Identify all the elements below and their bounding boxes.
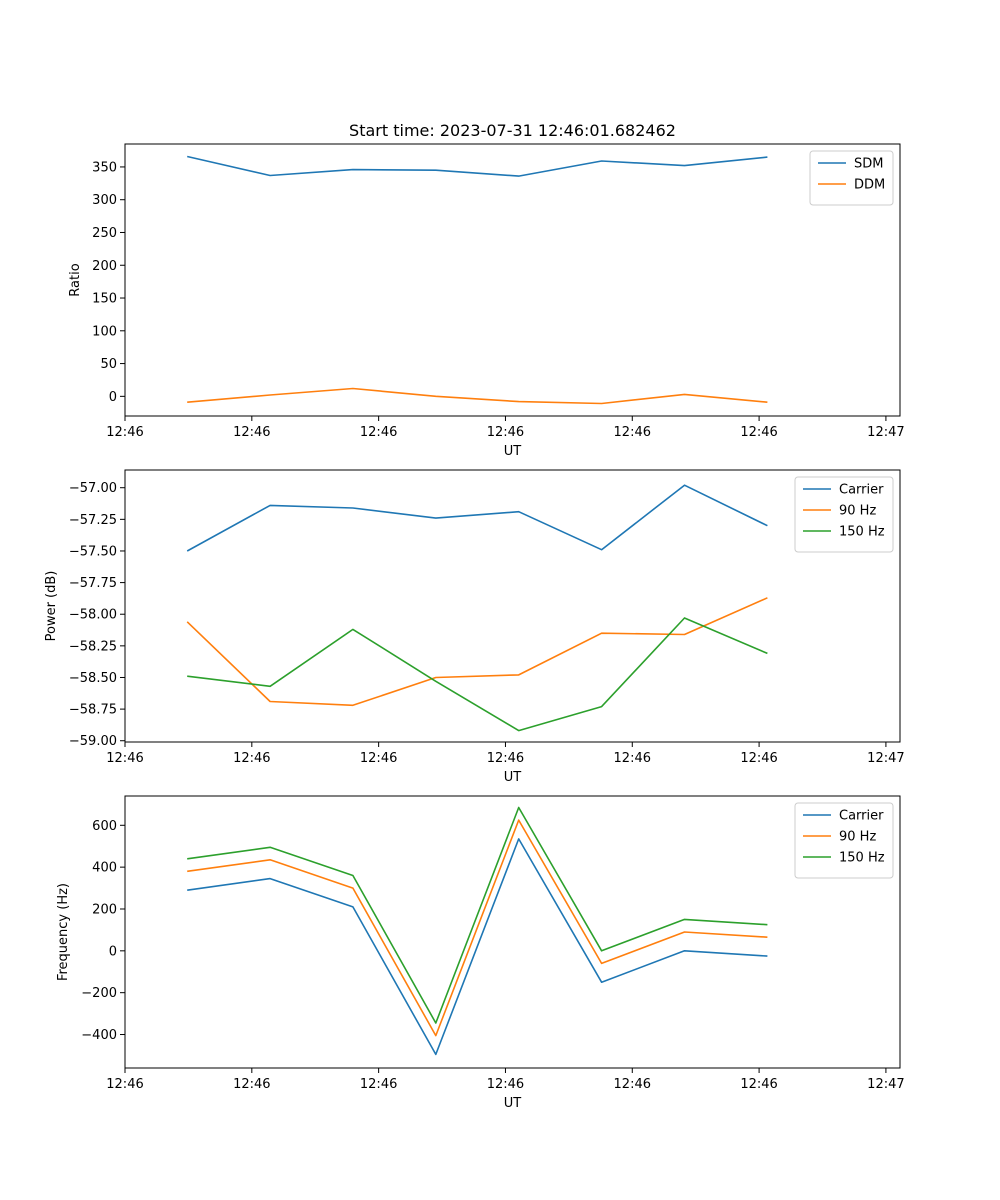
y-tick-label: 0 <box>109 390 117 405</box>
x-tick-label: 12:47 <box>867 1077 904 1092</box>
y-tick-label: −58.75 <box>69 703 117 718</box>
y-tick-label: −58.00 <box>69 608 117 623</box>
y-axis-label: Power (dB) <box>44 571 59 642</box>
legend <box>794 476 894 553</box>
x-tick-label: 12:46 <box>487 425 524 440</box>
y-tick-label: 300 <box>92 193 117 208</box>
figure-title: Start time: 2023-07-31 12:46:01.682462 <box>349 121 676 140</box>
x-tick-label: 12:46 <box>233 751 270 766</box>
legend-label-carrier: Carrier <box>839 809 884 824</box>
x-tick-label: 12:46 <box>360 751 397 766</box>
x-tick-label: 12:46 <box>233 1077 270 1092</box>
y-tick-label: 0 <box>109 944 117 959</box>
y-tick-label: −57.50 <box>69 544 117 559</box>
y-tick-label: 200 <box>92 259 117 274</box>
x-tick-label: 12:46 <box>740 751 777 766</box>
y-tick-label: −58.50 <box>69 671 117 686</box>
y-tick-label: −57.75 <box>69 576 117 591</box>
x-tick-label: 12:46 <box>614 751 651 766</box>
y-axis-label: Frequency (Hz) <box>56 883 71 981</box>
x-tick-label: 12:46 <box>106 751 143 766</box>
y-tick-label: −59.00 <box>69 734 117 749</box>
x-tick-label: 12:46 <box>614 1077 651 1092</box>
series-line-carrier <box>186 484 768 552</box>
series-line-150-hz <box>187 806 768 1024</box>
x-tick-label: 12:46 <box>233 425 270 440</box>
subplot-3: 12:46 12:46 12:46 12:46 12:46 12:46 12:47 −400 −… <box>56 795 905 1111</box>
y-tick-label: 100 <box>92 324 117 339</box>
y-tick-label: −200 <box>81 986 117 1001</box>
legend-label-150-hz: 150 Hz <box>839 525 885 540</box>
x-tick-label: 12:46 <box>487 1077 524 1092</box>
y-tick-label: −57.00 <box>69 481 117 496</box>
y-tick-label: 350 <box>92 160 117 175</box>
series-line-ddm <box>187 387 768 405</box>
x-tick-label: 12:47 <box>867 425 904 440</box>
axes-frame <box>124 469 901 743</box>
y-tick-label: −400 <box>81 1028 117 1043</box>
subplot-1: 12:46 12:46 12:46 12:46 12:46 12:46 12:47 0 50 10… <box>68 143 905 459</box>
series-line-sdm <box>187 155 768 177</box>
x-tick-label: 12:46 <box>360 425 397 440</box>
legend-label-90-hz: 90 Hz <box>839 504 876 519</box>
y-tick-label: −57.25 <box>69 513 117 528</box>
x-axis-label: UT <box>504 444 522 459</box>
x-axis-label: UT <box>504 1096 522 1111</box>
y-tick-label: 200 <box>92 902 117 917</box>
x-tick-label: 12:46 <box>360 1077 397 1092</box>
legend-label-ddm: DDM <box>854 178 885 193</box>
legend <box>794 802 894 879</box>
series-line-carrier <box>187 838 768 1056</box>
series-line-90-hz <box>187 819 768 1037</box>
x-tick-label: 12:47 <box>867 751 904 766</box>
axes-frame <box>124 143 901 417</box>
y-tick-label: 250 <box>92 226 117 241</box>
y-tick-label: 150 <box>92 292 117 307</box>
legend-label-150-hz: 150 Hz <box>839 851 885 866</box>
legend-label-carrier: Carrier <box>839 483 884 498</box>
series-line-90-hz <box>186 597 768 707</box>
y-tick-label: 50 <box>100 357 117 372</box>
x-tick-label: 12:46 <box>106 425 143 440</box>
y-tick-label: −58.25 <box>69 639 117 654</box>
y-tick-label: 400 <box>92 861 117 876</box>
subplot-2: 12:46 12:46 12:46 12:46 12:46 12:46 12:47 −59.0… <box>44 469 905 785</box>
x-tick-label: 12:46 <box>740 1077 777 1092</box>
legend-label-sdm: SDM <box>854 157 883 172</box>
subplots: 12:46 12:46 12:46 12:46 12:46 12:46 12:47 0 50 10… <box>44 143 905 1111</box>
x-tick-label: 12:46 <box>740 425 777 440</box>
series-line-150-hz <box>187 617 768 732</box>
x-tick-label: 12:46 <box>614 425 651 440</box>
legend-label-90-hz: 90 Hz <box>839 830 876 845</box>
x-axis-label: UT <box>504 770 522 785</box>
y-tick-label: 600 <box>92 819 117 834</box>
axes-frame <box>124 795 901 1069</box>
x-tick-label: 12:46 <box>487 751 524 766</box>
y-axis-label: Ratio <box>68 263 83 296</box>
legend <box>809 150 894 206</box>
x-tick-label: 12:46 <box>106 1077 143 1092</box>
